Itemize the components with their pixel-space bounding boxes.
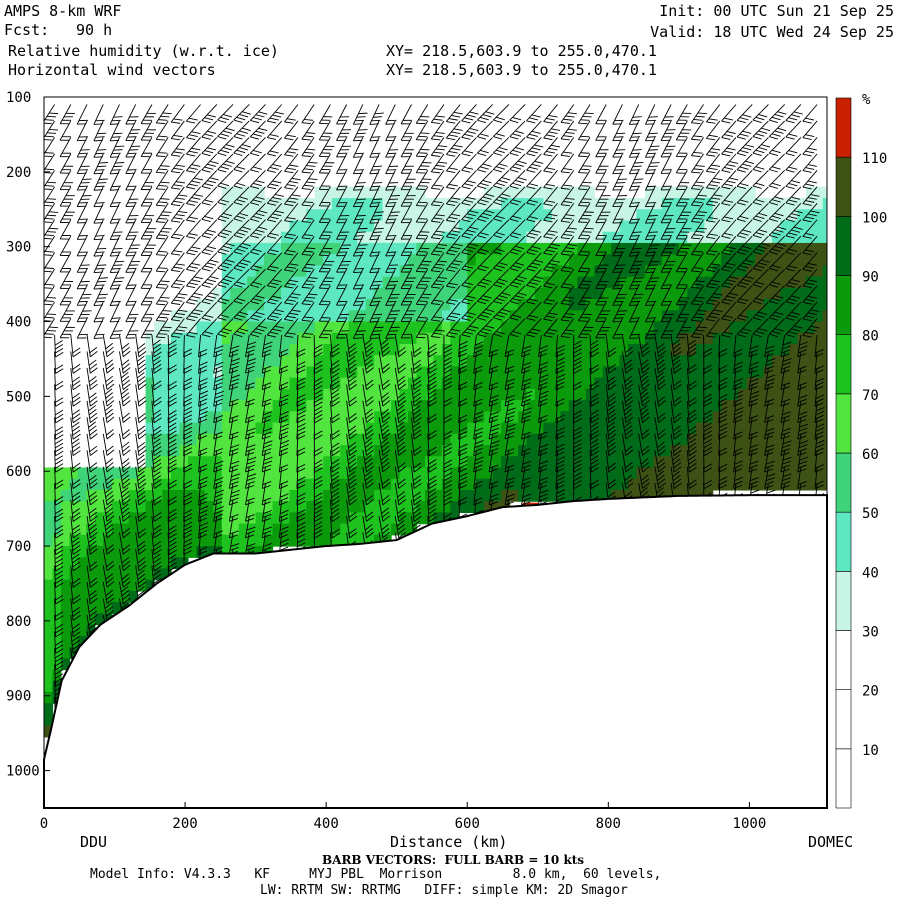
colorbar-label: 10: [862, 743, 879, 759]
colorbar-swatch: [835, 571, 852, 631]
colorbar-swatch: [835, 393, 852, 454]
x-tick-label: 1000: [733, 816, 767, 832]
y-axis: 100 200 300 400 500 600 700 800 900 1000: [6, 90, 50, 780]
colorbar-swatch: [835, 511, 852, 572]
y-tick-label: 800: [6, 614, 31, 630]
y-tick-label: 500: [6, 389, 31, 405]
barb-note: BARB VECTORS: FULL BARB = 10 kts: [322, 853, 585, 867]
colorbar-label: 100: [862, 210, 887, 226]
colorbar: 10 20 30 40 50 60 70 80 90 100 110%: [835, 92, 887, 809]
model-title: AMPS 8-km WRF: [4, 2, 122, 20]
x-axis: 0 200 400 600 800 1000: [40, 802, 766, 832]
colorbar-swatch: [835, 275, 852, 335]
x-tick-label: 800: [596, 816, 621, 832]
colorbar-swatch: [835, 452, 852, 513]
x-axis-label: Distance (km): [390, 833, 508, 851]
endpoint-left: DDU: [80, 833, 108, 851]
wind-barbs: [44, 104, 825, 720]
colorbar-swatch: [835, 689, 852, 750]
valid-time: Valid: 18 UTC Wed 24 Sep 25: [650, 23, 894, 41]
colorbar-label: 20: [862, 684, 879, 700]
fcst-value: 90 h: [76, 21, 113, 39]
y-tick-label: 900: [6, 689, 31, 705]
colorbar-label: 50: [862, 506, 879, 522]
colorbar-label: 40: [862, 565, 879, 581]
colorbar-label: 90: [862, 270, 879, 286]
colorbar-swatch: [835, 334, 852, 395]
colorbar-label: 60: [862, 447, 879, 463]
cross-section-xy-1: XY= 218.5,603.9 to 255.0,470.1: [386, 42, 657, 60]
colorbar-swatch: [835, 630, 852, 690]
colorbar-swatch: [835, 156, 852, 217]
x-tick-label: 600: [455, 816, 480, 832]
x-tick-label: 200: [172, 816, 197, 832]
colorbar-label: 110: [862, 151, 887, 167]
y-tick-label: 100: [6, 90, 31, 106]
y-tick-label: 700: [6, 539, 31, 555]
y-tick-label: 200: [6, 165, 31, 181]
plot-frame: [43, 96, 828, 809]
init-time: Init: 00 UTC Sun 21 Sep 25: [659, 2, 894, 20]
field-title-rh: Relative humidity (w.r.t. ice): [8, 42, 279, 60]
colorbar-label: 70: [862, 388, 879, 404]
terrain-surface: [43, 494, 828, 809]
y-tick-label: 600: [6, 464, 31, 480]
colorbar-label: 80: [862, 329, 879, 345]
physics-info: LW: RRTM SW: RRTMG DIFF: simple KM: 2D S…: [260, 883, 628, 898]
fcst-label: Fcst:: [4, 21, 50, 39]
colorbar-label: 30: [862, 625, 879, 641]
x-tick-label: 0: [40, 816, 48, 832]
cross-section-xy-2: XY= 218.5,603.9 to 255.0,470.1: [386, 61, 657, 79]
y-tick-label: 1000: [6, 764, 40, 780]
model-info: Model Info: V4.3.3 KF MYJ PBL Morrison 8…: [90, 867, 662, 882]
field-title-wind: Horizontal wind vectors: [8, 61, 216, 79]
endpoint-right: DOMEC: [808, 833, 854, 851]
colorbar-swatch: [835, 748, 852, 809]
colorbar-unit: %: [862, 92, 871, 108]
x-tick-label: 400: [314, 816, 339, 832]
colorbar-swatch: [835, 97, 852, 158]
y-tick-label: 400: [6, 315, 31, 331]
colorbar-swatch: [835, 216, 852, 276]
y-tick-label: 300: [6, 240, 31, 256]
